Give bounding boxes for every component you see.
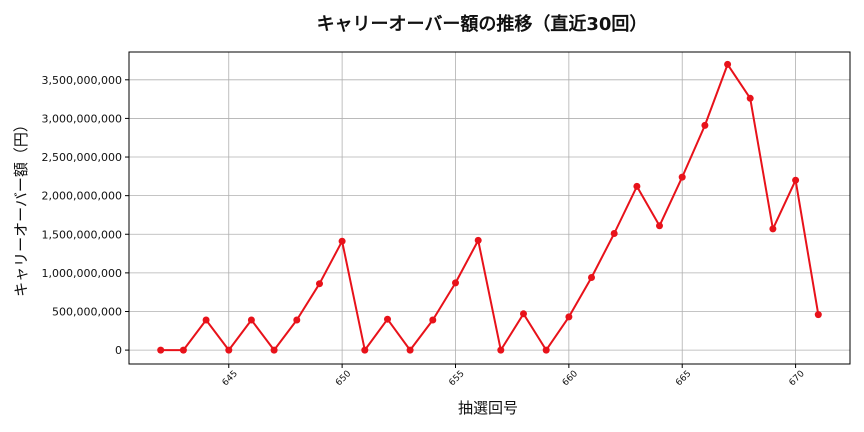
data-point — [565, 313, 573, 321]
y-tick-label: 1,500,000,000 — [42, 228, 122, 241]
data-point — [474, 236, 482, 244]
data-point — [746, 94, 754, 102]
x-axis-label: 抽選回号 — [458, 399, 518, 417]
data-point — [338, 237, 346, 245]
data-point — [429, 316, 437, 324]
data-point — [610, 230, 618, 237]
y-tick-label: 2,500,000,000 — [42, 151, 122, 164]
data-point — [202, 316, 210, 324]
y-tick-label: 500,000,000 — [52, 305, 122, 318]
data-point — [316, 280, 323, 288]
x-axis: 645 650 655 660 665 670 — [221, 364, 807, 388]
x-tick-label: 650 — [334, 369, 353, 388]
y-tick-label: 3,500,000,000 — [42, 74, 122, 87]
y-tick-label: 1,000,000,000 — [42, 267, 122, 280]
data-point — [247, 316, 255, 324]
data-point — [588, 274, 595, 281]
y-tick-label: 0 — [115, 344, 122, 357]
chart-title: キャリーオーバー額の推移（直近30回） — [317, 13, 648, 35]
data-point — [701, 121, 709, 129]
data-point — [769, 225, 777, 233]
data-point — [225, 346, 233, 354]
x-tick-label: 670 — [788, 369, 807, 388]
data-point — [497, 346, 505, 354]
y-tick-label: 3,000,000,000 — [42, 112, 122, 125]
x-tick-label: 645 — [221, 369, 240, 388]
data-point — [678, 173, 686, 181]
data-point — [293, 316, 301, 324]
data-point — [724, 60, 732, 68]
plot-area — [128, 51, 851, 365]
grid-lines — [129, 52, 850, 364]
y-axis-label: キャリーオーバー額（円） — [12, 117, 30, 297]
data-point — [384, 315, 391, 323]
data-point — [406, 346, 414, 354]
data-point — [179, 346, 187, 354]
series-line — [160, 63, 820, 352]
data-point — [633, 182, 641, 190]
x-tick-label: 660 — [561, 369, 580, 388]
data-point — [542, 346, 550, 354]
data-point — [452, 279, 459, 287]
data-point — [520, 310, 527, 318]
x-tick-label: 655 — [447, 369, 466, 388]
data-point — [157, 346, 165, 354]
series-layer — [157, 60, 822, 354]
data-point — [361, 346, 369, 354]
y-axis: 0 500,000,000 1,000,000,000 1,500,000,000 2,… — [42, 74, 129, 357]
x-tick-label: 665 — [674, 369, 693, 388]
data-point — [656, 222, 663, 230]
y-tick-label: 2,000,000,000 — [42, 190, 122, 203]
data-point — [814, 311, 822, 319]
data-point — [792, 176, 800, 184]
data-point — [270, 346, 278, 354]
